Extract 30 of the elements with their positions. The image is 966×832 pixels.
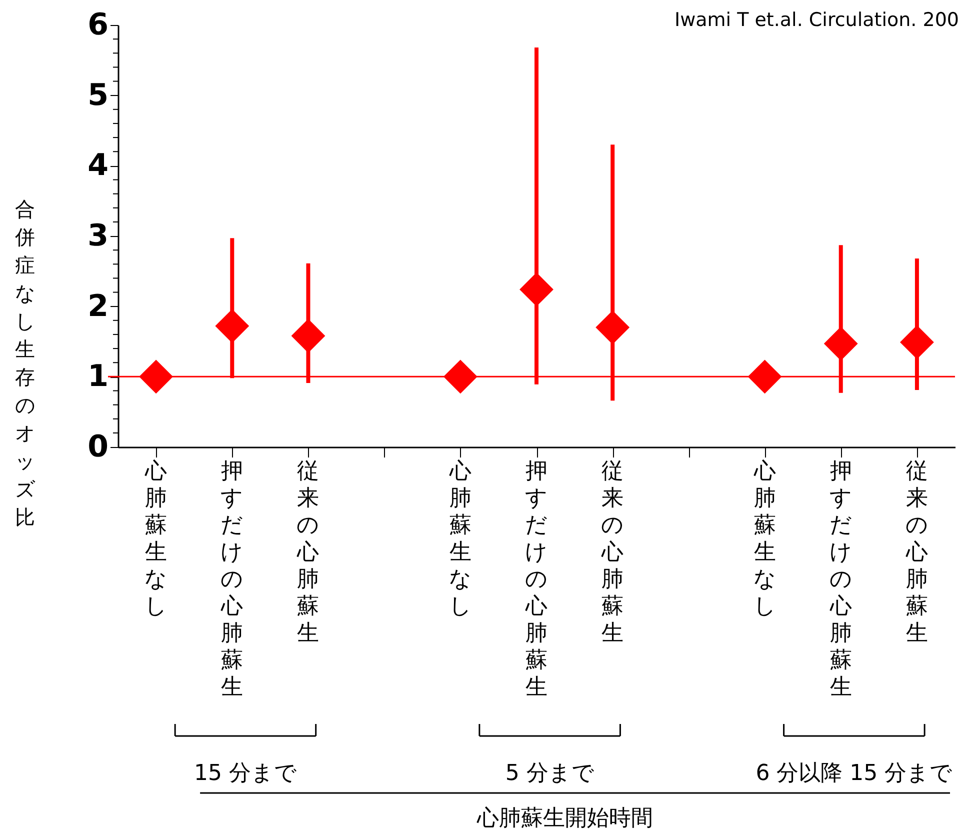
point xyxy=(139,360,173,394)
category-label: 押すだけの心肺蘇生 xyxy=(525,459,548,700)
y-tick-label: 4 xyxy=(88,148,108,184)
point xyxy=(900,325,934,360)
x-tick-label: 従来の心肺蘇生 xyxy=(600,459,624,646)
y-tick-label: 3 xyxy=(88,218,108,254)
point xyxy=(215,309,250,343)
point xyxy=(824,326,858,361)
text: 6 分以降 15 分まで xyxy=(756,761,953,786)
category-label: 押すだけの心肺蘇生 xyxy=(220,459,244,700)
point xyxy=(748,360,782,394)
text: 合併症なし生存のオッズ比 xyxy=(15,197,35,529)
category-label: 押すだけの心肺蘇生 xyxy=(829,459,852,700)
x-tick-label: 心肺蘇生なし xyxy=(752,459,776,619)
x-tick-label: 従来の心肺蘇生 xyxy=(296,459,320,646)
y-tick-label: 2 xyxy=(88,288,108,324)
annotation: Iwami T et.al. Circulation. 200 xyxy=(674,9,959,31)
y-tick-label: 0 xyxy=(88,430,108,464)
y-tick-label: 1 xyxy=(88,359,108,394)
text: 心肺蘇生開始時間 xyxy=(476,806,654,831)
point xyxy=(291,318,326,353)
y-tick-label: 5 xyxy=(88,78,108,113)
x-tick-label: 心肺蘇生なし xyxy=(144,459,168,619)
x-tick-label: 心肺蘇生なし xyxy=(448,459,472,619)
point xyxy=(596,310,630,344)
point xyxy=(443,360,478,394)
text: 15 分まで xyxy=(194,761,297,786)
y-tick-label: 6 xyxy=(88,8,108,42)
text: 5 分まで xyxy=(505,761,594,786)
x-tick-label: 従来の心肺蘇生 xyxy=(904,459,928,646)
